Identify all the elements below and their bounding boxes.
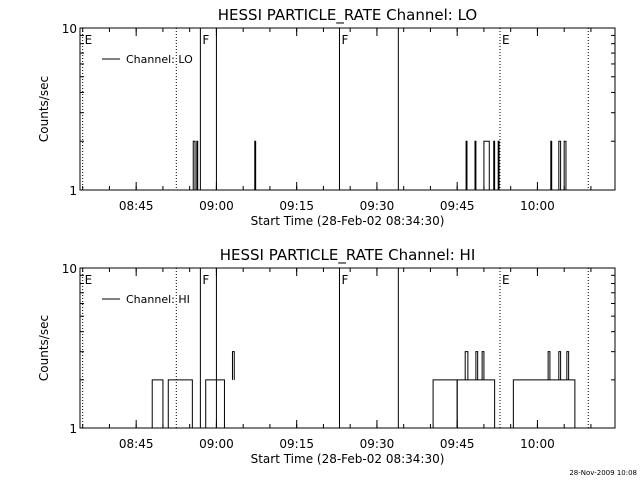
- x-tick-label: 09:30: [360, 437, 395, 451]
- data-spike: [497, 140, 500, 190]
- x-tick-label: 08:45: [119, 437, 154, 451]
- event-marker-label: E: [85, 33, 93, 47]
- x-tick-label: 09:30: [360, 199, 395, 213]
- data-segment: [167, 379, 193, 428]
- legend-label: Channel: HI: [126, 293, 190, 306]
- data-segment: [456, 379, 496, 428]
- data-spike: [558, 140, 562, 190]
- data-spike: [563, 140, 567, 190]
- x-tick-label: 09:45: [440, 437, 475, 451]
- legend-label: Channel: LO: [126, 53, 193, 66]
- data-segment: [151, 379, 164, 428]
- data-spike: [465, 140, 468, 190]
- event-marker-label: F: [202, 33, 209, 47]
- data-spike: [483, 140, 490, 190]
- event-marker-label: F: [202, 273, 209, 287]
- data-spike: [547, 351, 551, 380]
- x-tick-label: 10:00: [520, 199, 555, 213]
- data-spike: [231, 351, 235, 380]
- data-spike: [475, 351, 479, 380]
- x-tick-label: 09:15: [279, 199, 314, 213]
- y-tick-label: 10: [62, 22, 77, 36]
- data-spike: [254, 140, 257, 190]
- event-marker-label: F: [341, 273, 348, 287]
- data-spike: [566, 351, 570, 380]
- data-spike: [481, 351, 485, 380]
- footer-timestamp: 28-Nov-2009 10:08: [569, 469, 637, 477]
- data-segment: [205, 379, 225, 428]
- x-tick-label: 10:00: [520, 437, 555, 451]
- data-spike: [474, 140, 477, 190]
- data-spike: [558, 351, 562, 380]
- x-tick-label: 09:00: [199, 437, 234, 451]
- plot-frame: [79, 27, 616, 191]
- x-tick-label: 08:45: [119, 199, 154, 213]
- event-marker-label: E: [502, 33, 510, 47]
- event-marker-label: E: [502, 273, 510, 287]
- panel-lo: HESSI PARTICLE_RATE Channel: LO Counts/se…: [37, 6, 616, 228]
- data-segment: [432, 379, 458, 428]
- y-tick-label: 1: [69, 422, 77, 436]
- event-marker-label: E: [85, 273, 93, 287]
- data-spike: [196, 140, 199, 190]
- data-spike: [550, 140, 553, 190]
- y-tick-label: 1: [69, 184, 77, 198]
- chart-title: HESSI PARTICLE_RATE Channel: LO: [218, 6, 477, 25]
- x-axis-label: Start Time (28-Feb-02 08:34:30): [251, 214, 445, 228]
- x-tick-label: 09:00: [199, 199, 234, 213]
- y-axis-label: Counts/sec: [37, 315, 51, 381]
- data-spike: [464, 351, 469, 380]
- x-tick-label: 09:45: [440, 199, 475, 213]
- panel-hi: HESSI PARTICLE_RATE Channel: HI Counts/se…: [37, 246, 616, 466]
- chart-title: HESSI PARTICLE_RATE Channel: HI: [220, 246, 476, 265]
- event-marker-label: F: [341, 33, 348, 47]
- y-tick-label: 10: [62, 262, 77, 276]
- x-tick-label: 09:15: [279, 437, 314, 451]
- data-segment: [512, 379, 576, 428]
- plot-frame: [79, 267, 616, 429]
- data-spike: [493, 140, 496, 190]
- data-spike: [192, 140, 196, 190]
- y-axis-label: Counts/sec: [37, 76, 51, 142]
- x-axis-label: Start Time (28-Feb-02 08:34:30): [251, 452, 445, 466]
